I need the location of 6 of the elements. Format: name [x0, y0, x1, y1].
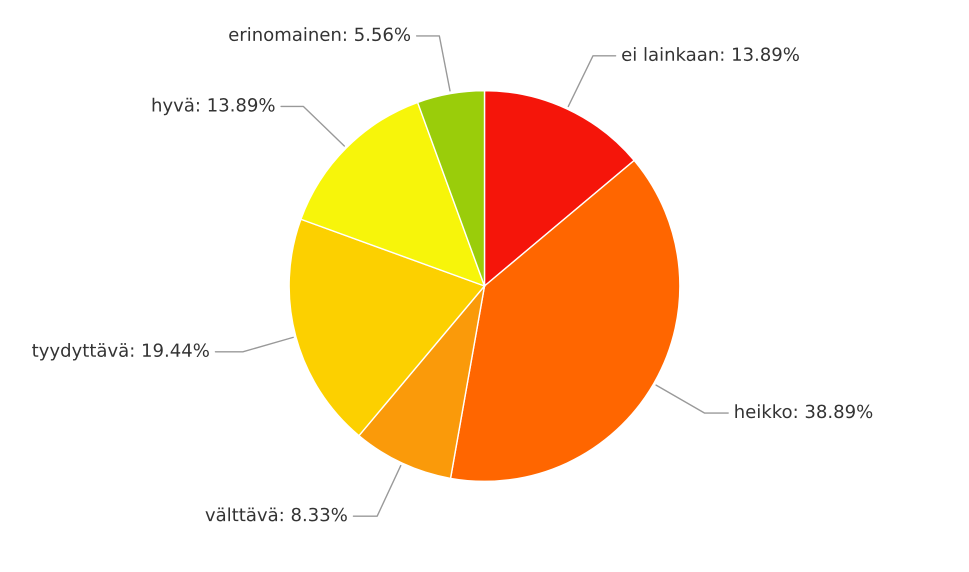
slice-label: tyydyttävä: 19.44% — [32, 343, 209, 361]
slice-label: välttävä: 8.33% — [205, 507, 347, 522]
slice-label: hyvä: 13.89% — [152, 98, 275, 116]
slice-label: erinomainen: 5.56% — [229, 27, 410, 42]
slice-label: heikko: 38.89% — [735, 404, 872, 418]
slice-label: ei lainkaan: 13.89% — [622, 47, 799, 62]
